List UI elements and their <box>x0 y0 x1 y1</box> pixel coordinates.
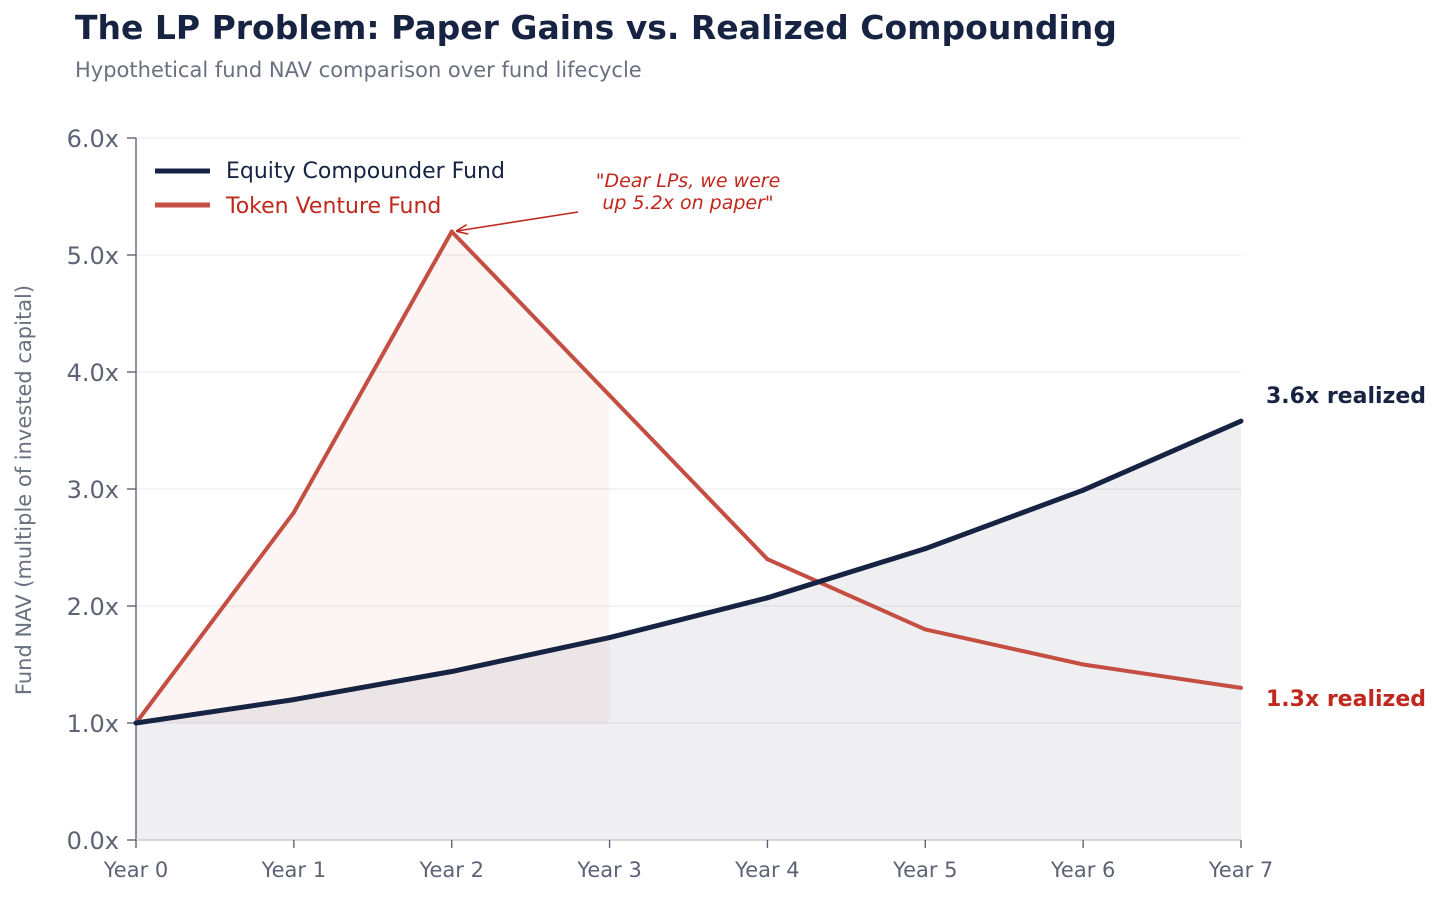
y-tick-label: 0.0x <box>67 827 119 855</box>
y-tick-label: 5.0x <box>67 242 119 270</box>
equity-compounder-fund-point <box>764 595 770 601</box>
token-venture-fund-point <box>923 627 928 632</box>
x-tick-label: Year 7 <box>1208 858 1274 882</box>
equity-end-label: 3.6x realized <box>1266 384 1426 409</box>
token-venture-fund-point <box>1239 685 1243 690</box>
equity-compounder-fund-point <box>1080 487 1086 493</box>
equity-compounder-fund-point <box>922 546 928 552</box>
token-venture-fund-line <box>134 229 1242 725</box>
annotation-arrow <box>457 211 579 231</box>
chart-subtitle: Hypothetical fund NAV comparison over fu… <box>75 58 642 82</box>
x-tick-label: Year 2 <box>418 858 484 882</box>
equity-compounder-fund-point <box>1238 418 1244 424</box>
equity-compounder-fund-point <box>133 720 139 726</box>
equity-compounder-fund-point <box>291 697 297 703</box>
token-venture-fund-point <box>1081 662 1086 667</box>
token-venture-fund-point <box>291 510 296 515</box>
x-tick-label: Year 0 <box>103 858 169 882</box>
legend-label-token: Token Venture Fund <box>225 194 441 219</box>
token-venture-fund-point <box>449 229 454 234</box>
token-venture-fund-point <box>765 557 770 562</box>
x-tick-label: Year 3 <box>576 858 642 882</box>
y-tick-label: 6.0x <box>67 125 119 153</box>
x-tick-label: Year 4 <box>734 858 800 882</box>
y-axis-label: Fund NAV (multiple of invested capital) <box>12 285 36 695</box>
equity-compounder-fund-point <box>449 669 455 675</box>
token-end-label: 1.3x realized <box>1266 687 1426 712</box>
legend: Equity Compounder Fund Token Venture Fun… <box>155 159 505 219</box>
x-tick-label: Year 6 <box>1050 858 1116 882</box>
chart-title: The LP Problem: Paper Gains vs. Realized… <box>75 8 1117 47</box>
y-tick-label: 4.0x <box>67 359 119 387</box>
token-venture-fund-point <box>607 393 612 398</box>
equity-compounder-fund-line <box>135 418 1243 726</box>
equity-area-fill <box>136 421 1241 840</box>
token-paper-gain-fill <box>136 231 610 723</box>
x-tick-label: Year 5 <box>892 858 958 882</box>
legend-label-equity: Equity Compounder Fund <box>226 159 505 184</box>
annotation-line-1: "Dear LPs, we were <box>596 170 781 192</box>
peak-annotation: "Dear LPs, we were up 5.2x on paper" <box>457 170 780 231</box>
y-tick-label: 3.0x <box>67 476 119 504</box>
equity-compounder-fund-point <box>607 635 613 641</box>
annotation-line-2: up 5.2x on paper" <box>602 192 773 214</box>
x-tick-label: Year 1 <box>261 858 327 882</box>
y-tick-label: 1.0x <box>67 710 119 738</box>
y-tick-label: 2.0x <box>67 593 119 621</box>
